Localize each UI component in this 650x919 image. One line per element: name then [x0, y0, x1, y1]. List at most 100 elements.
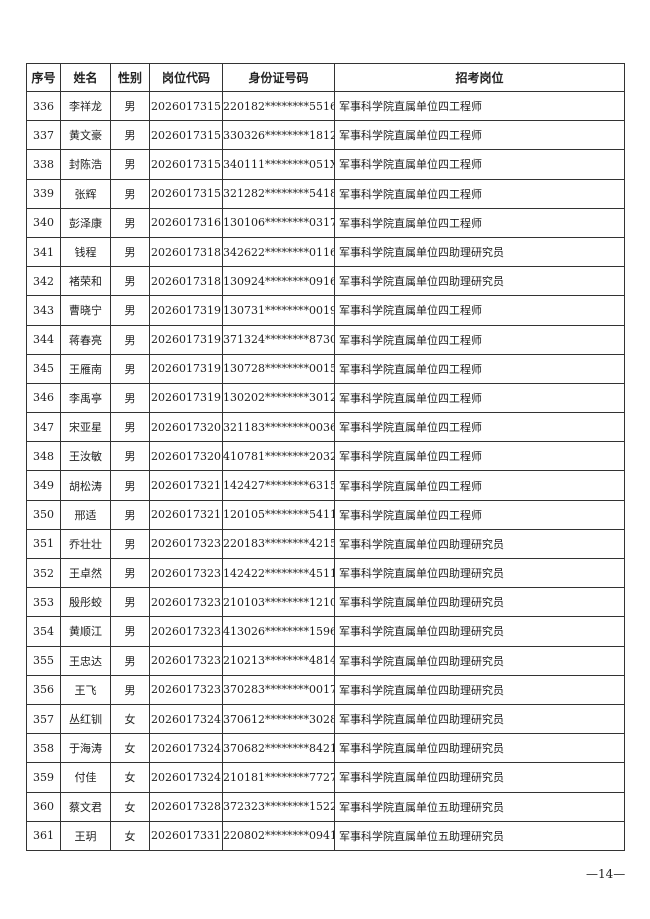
cell-name: 殷彤蛟 [60, 587, 111, 618]
cell-position: 军事科学院直属单位五助理研究员 [334, 820, 625, 851]
header-post-code: 岗位代码 [149, 63, 223, 92]
table-row: 355 王忠达男 2026017323 210213********4814 军事科学院… [26, 645, 625, 676]
cell-name: 邢适 [60, 499, 111, 530]
header-position: 招考岗位 [334, 63, 625, 92]
cell-post-code: 2026017320 [149, 412, 223, 443]
cell-position: 军事科学院直属单位四助理研究员 [334, 528, 625, 560]
cell-position: 军事科学院直属单位四工程师 [334, 295, 625, 326]
cell-index: 342 [26, 266, 61, 297]
cell-id-number: 330326********1812 [222, 120, 335, 151]
cell-gender: 男 [110, 382, 150, 414]
table-row: 361 王玥女 2026017331 220802********0941 军事科学院直… [26, 820, 625, 851]
cell-post-code: 2026017331 [149, 820, 223, 851]
cell-gender: 男 [110, 499, 150, 530]
cell-post-code: 2026017319 [149, 353, 223, 384]
cell-id-number: 370612********3028 [222, 703, 335, 735]
cell-name: 黄顺江 [60, 616, 111, 647]
cell-gender: 男 [110, 470, 150, 501]
cell-index: 337 [26, 120, 61, 151]
cell-gender: 男 [110, 528, 150, 560]
cell-gender: 女 [110, 820, 150, 851]
cell-gender: 男 [110, 149, 150, 180]
cell-name: 李禹亭 [60, 382, 111, 414]
cell-post-code: 2026017319 [149, 324, 223, 355]
cell-position: 军事科学院直属单位四工程师 [334, 353, 625, 384]
cell-name: 宋亚星 [60, 412, 111, 443]
cell-post-code: 2026017315 [149, 90, 223, 122]
table-row: 350 邢适男 2026017321 120105********5411 军事科学院直… [26, 499, 625, 530]
cell-index: 358 [26, 733, 61, 764]
cell-gender: 男 [110, 178, 150, 209]
cell-index: 349 [26, 470, 61, 501]
cell-gender: 女 [110, 762, 150, 793]
cell-gender: 男 [110, 353, 150, 384]
cell-position: 军事科学院直属单位四工程师 [334, 178, 625, 209]
cell-position: 军事科学院直属单位四助理研究员 [334, 236, 625, 268]
cell-position: 军事科学院直属单位四工程师 [334, 499, 625, 530]
table-row: 356 王飞男 2026017323 370283********0017 军事科学院直… [26, 674, 625, 705]
table-row: 349 胡松涛男 2026017321 142427********6315 军事科学院… [26, 470, 625, 501]
cell-index: 361 [26, 820, 61, 851]
cell-position: 军事科学院直属单位四工程师 [334, 90, 625, 122]
table-row: 343 曹晓宁男 2026017319 130731********0019 军事科学院… [26, 295, 625, 326]
table-body: 336 李祥龙男 2026017315 220182********5516 军事科学院… [26, 90, 625, 851]
cell-id-number: 370283********0017 [222, 674, 335, 705]
cell-id-number: 371324********8730 [222, 324, 335, 355]
cell-post-code: 2026017315 [149, 120, 223, 151]
cell-post-code: 2026017328 [149, 791, 223, 822]
cell-name: 胡松涛 [60, 470, 111, 501]
cell-name: 王忠达 [60, 645, 111, 676]
cell-id-number: 130731********0019 [222, 295, 335, 326]
cell-gender: 男 [110, 587, 150, 618]
table-row: 344 蒋春亮男 2026017319 371324********8730 军事科学院… [26, 324, 625, 355]
cell-index: 345 [26, 353, 61, 384]
cell-index: 356 [26, 674, 61, 705]
cell-gender: 男 [110, 266, 150, 297]
cell-position: 军事科学院直属单位四助理研究员 [334, 645, 625, 676]
cell-gender: 男 [110, 236, 150, 268]
cell-index: 355 [26, 645, 61, 676]
cell-id-number: 210181********7727 [222, 762, 335, 793]
cell-index: 347 [26, 412, 61, 443]
cell-position: 军事科学院直属单位四助理研究员 [334, 703, 625, 735]
cell-position: 军事科学院直属单位四助理研究员 [334, 762, 625, 793]
table-row: 351 乔壮壮男 2026017323 220183********4215 军事科学院… [26, 528, 625, 560]
cell-name: 王卓然 [60, 557, 111, 589]
cell-index: 341 [26, 236, 61, 268]
cell-post-code: 2026017319 [149, 382, 223, 414]
table-row: 360 蔡文君女 2026017328 372323********1522 军事科学院… [26, 791, 625, 822]
cell-index: 343 [26, 295, 61, 326]
cell-position: 军事科学院直属单位四工程师 [334, 470, 625, 501]
cell-post-code: 2026017323 [149, 587, 223, 618]
cell-index: 351 [26, 528, 61, 560]
cell-post-code: 2026017321 [149, 499, 223, 530]
cell-gender: 男 [110, 120, 150, 151]
cell-gender: 男 [110, 616, 150, 647]
cell-id-number: 210103********1210 [222, 587, 335, 618]
cell-name: 丛红钏 [60, 703, 111, 735]
cell-post-code: 2026017321 [149, 470, 223, 501]
cell-id-number: 321282********5418 [222, 178, 335, 209]
cell-post-code: 2026017323 [149, 616, 223, 647]
header-id-number: 身份证号码 [222, 63, 335, 92]
cell-position: 军事科学院直属单位四工程师 [334, 149, 625, 180]
cell-index: 352 [26, 557, 61, 589]
cell-id-number: 210213********4814 [222, 645, 335, 676]
cell-position: 军事科学院直属单位四工程师 [334, 382, 625, 414]
cell-name: 蒋春亮 [60, 324, 111, 355]
cell-name: 钱程 [60, 236, 111, 268]
header-gender: 性别 [110, 63, 150, 92]
cell-id-number: 130106********0317 [222, 207, 335, 238]
cell-id-number: 142427********6315 [222, 470, 335, 501]
table-row: 339 张辉男 2026017315 321282********5418 军事科学院直… [26, 178, 625, 209]
cell-index: 350 [26, 499, 61, 530]
cell-index: 338 [26, 149, 61, 180]
cell-post-code: 2026017324 [149, 733, 223, 764]
cell-id-number: 370682********8421 [222, 733, 335, 764]
cell-post-code: 2026017320 [149, 441, 223, 472]
cell-post-code: 2026017319 [149, 295, 223, 326]
cell-name: 张辉 [60, 178, 111, 209]
table-row: 358 于海涛女 2026017324 370682********8421 军事科学院… [26, 733, 625, 764]
table-row: 345 王雁南男 2026017319 130728********0015 军事科学院… [26, 353, 625, 384]
cell-position: 军事科学院直属单位四助理研究员 [334, 616, 625, 647]
